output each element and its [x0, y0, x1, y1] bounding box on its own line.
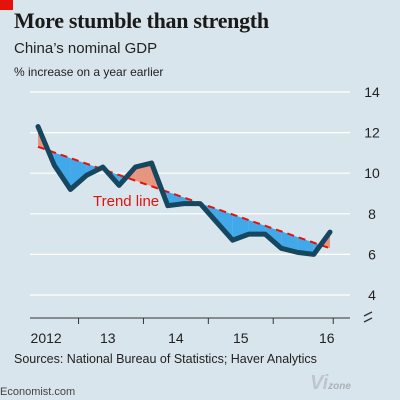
data-point — [117, 183, 122, 188]
data-point — [295, 250, 300, 255]
data-point — [198, 201, 203, 206]
units-label: % increase on a year earlier — [14, 65, 164, 79]
gap-fill — [70, 158, 87, 190]
data-point — [328, 230, 333, 235]
x-tick-label: 13 — [100, 330, 116, 346]
gdp-series-line — [35, 124, 333, 257]
data-point — [149, 161, 154, 166]
data-point — [182, 201, 187, 206]
data-point — [165, 203, 170, 208]
data-point — [84, 173, 89, 178]
data-point — [246, 232, 251, 237]
x-tick-label: 2012 — [31, 330, 62, 346]
data-point — [133, 165, 138, 170]
chart-title: More stumble than strength — [14, 8, 269, 33]
y-tick-label: 12 — [364, 125, 380, 141]
y-tick-label: 14 — [364, 84, 380, 100]
source-note: Sources: National Bureau of Statistics; … — [14, 352, 317, 366]
y-tick-label: 8 — [368, 206, 376, 222]
data-point — [36, 124, 41, 129]
data-point — [279, 246, 284, 251]
data-point — [230, 238, 235, 243]
brand-red-bar — [0, 0, 13, 10]
data-point — [52, 163, 57, 168]
data-point — [214, 219, 219, 224]
data-point — [311, 252, 316, 257]
axis-break-icon — [363, 311, 373, 323]
y-tick-label: 10 — [364, 165, 380, 181]
data-point — [263, 232, 268, 237]
trend-label: Trend line — [93, 193, 159, 210]
watermark-logo: Vizone — [310, 372, 351, 394]
y-tick-label: 6 — [368, 246, 376, 262]
x-tick-label: 15 — [233, 330, 249, 346]
chart-subtitle: China’s nominal GDP — [14, 40, 158, 57]
y-tick-label: 4 — [368, 287, 376, 303]
data-point — [68, 187, 73, 192]
brand-footer: Economist.com — [0, 386, 76, 398]
data-point — [100, 165, 105, 170]
gap-fill — [135, 163, 152, 187]
gap-fill — [297, 237, 314, 255]
trend-line — [37, 145, 331, 250]
x-tick-label: 14 — [168, 330, 184, 346]
gap-fill — [248, 220, 266, 235]
x-tick-label: 16 — [319, 330, 335, 346]
